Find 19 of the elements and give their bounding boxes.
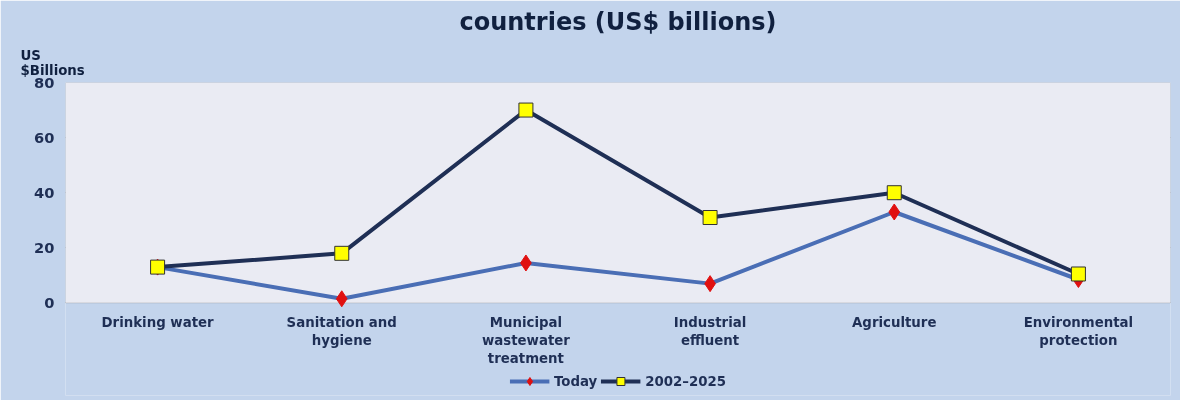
- legend-label: 2002–2025: [645, 373, 727, 389]
- point: [886, 185, 902, 201]
- chart-title: countries (US$ billions): [459, 7, 777, 36]
- y-tick-label: 20: [34, 238, 55, 256]
- legend-label: Today: [553, 373, 598, 389]
- x-tick-label: Drinking water: [101, 314, 215, 330]
- point: [1070, 266, 1086, 282]
- y-axis-title: US $Billions: [20, 47, 85, 78]
- y-tick-label: 0: [44, 293, 55, 311]
- y-tick-label: 60: [34, 128, 55, 146]
- point: [702, 210, 718, 226]
- x-tick-label: Sanitation and hygiene: [286, 314, 397, 348]
- x-tick-label: Industrial effluent: [673, 314, 747, 348]
- x-tick-label: Agriculture: [852, 314, 937, 330]
- point: [334, 245, 350, 261]
- x-tick-label: Municipal wastewater treatment: [481, 314, 571, 366]
- x-tick-label: Environmental protection: [1023, 314, 1134, 348]
- y-tick-label: 40: [34, 183, 55, 201]
- point: [518, 102, 534, 118]
